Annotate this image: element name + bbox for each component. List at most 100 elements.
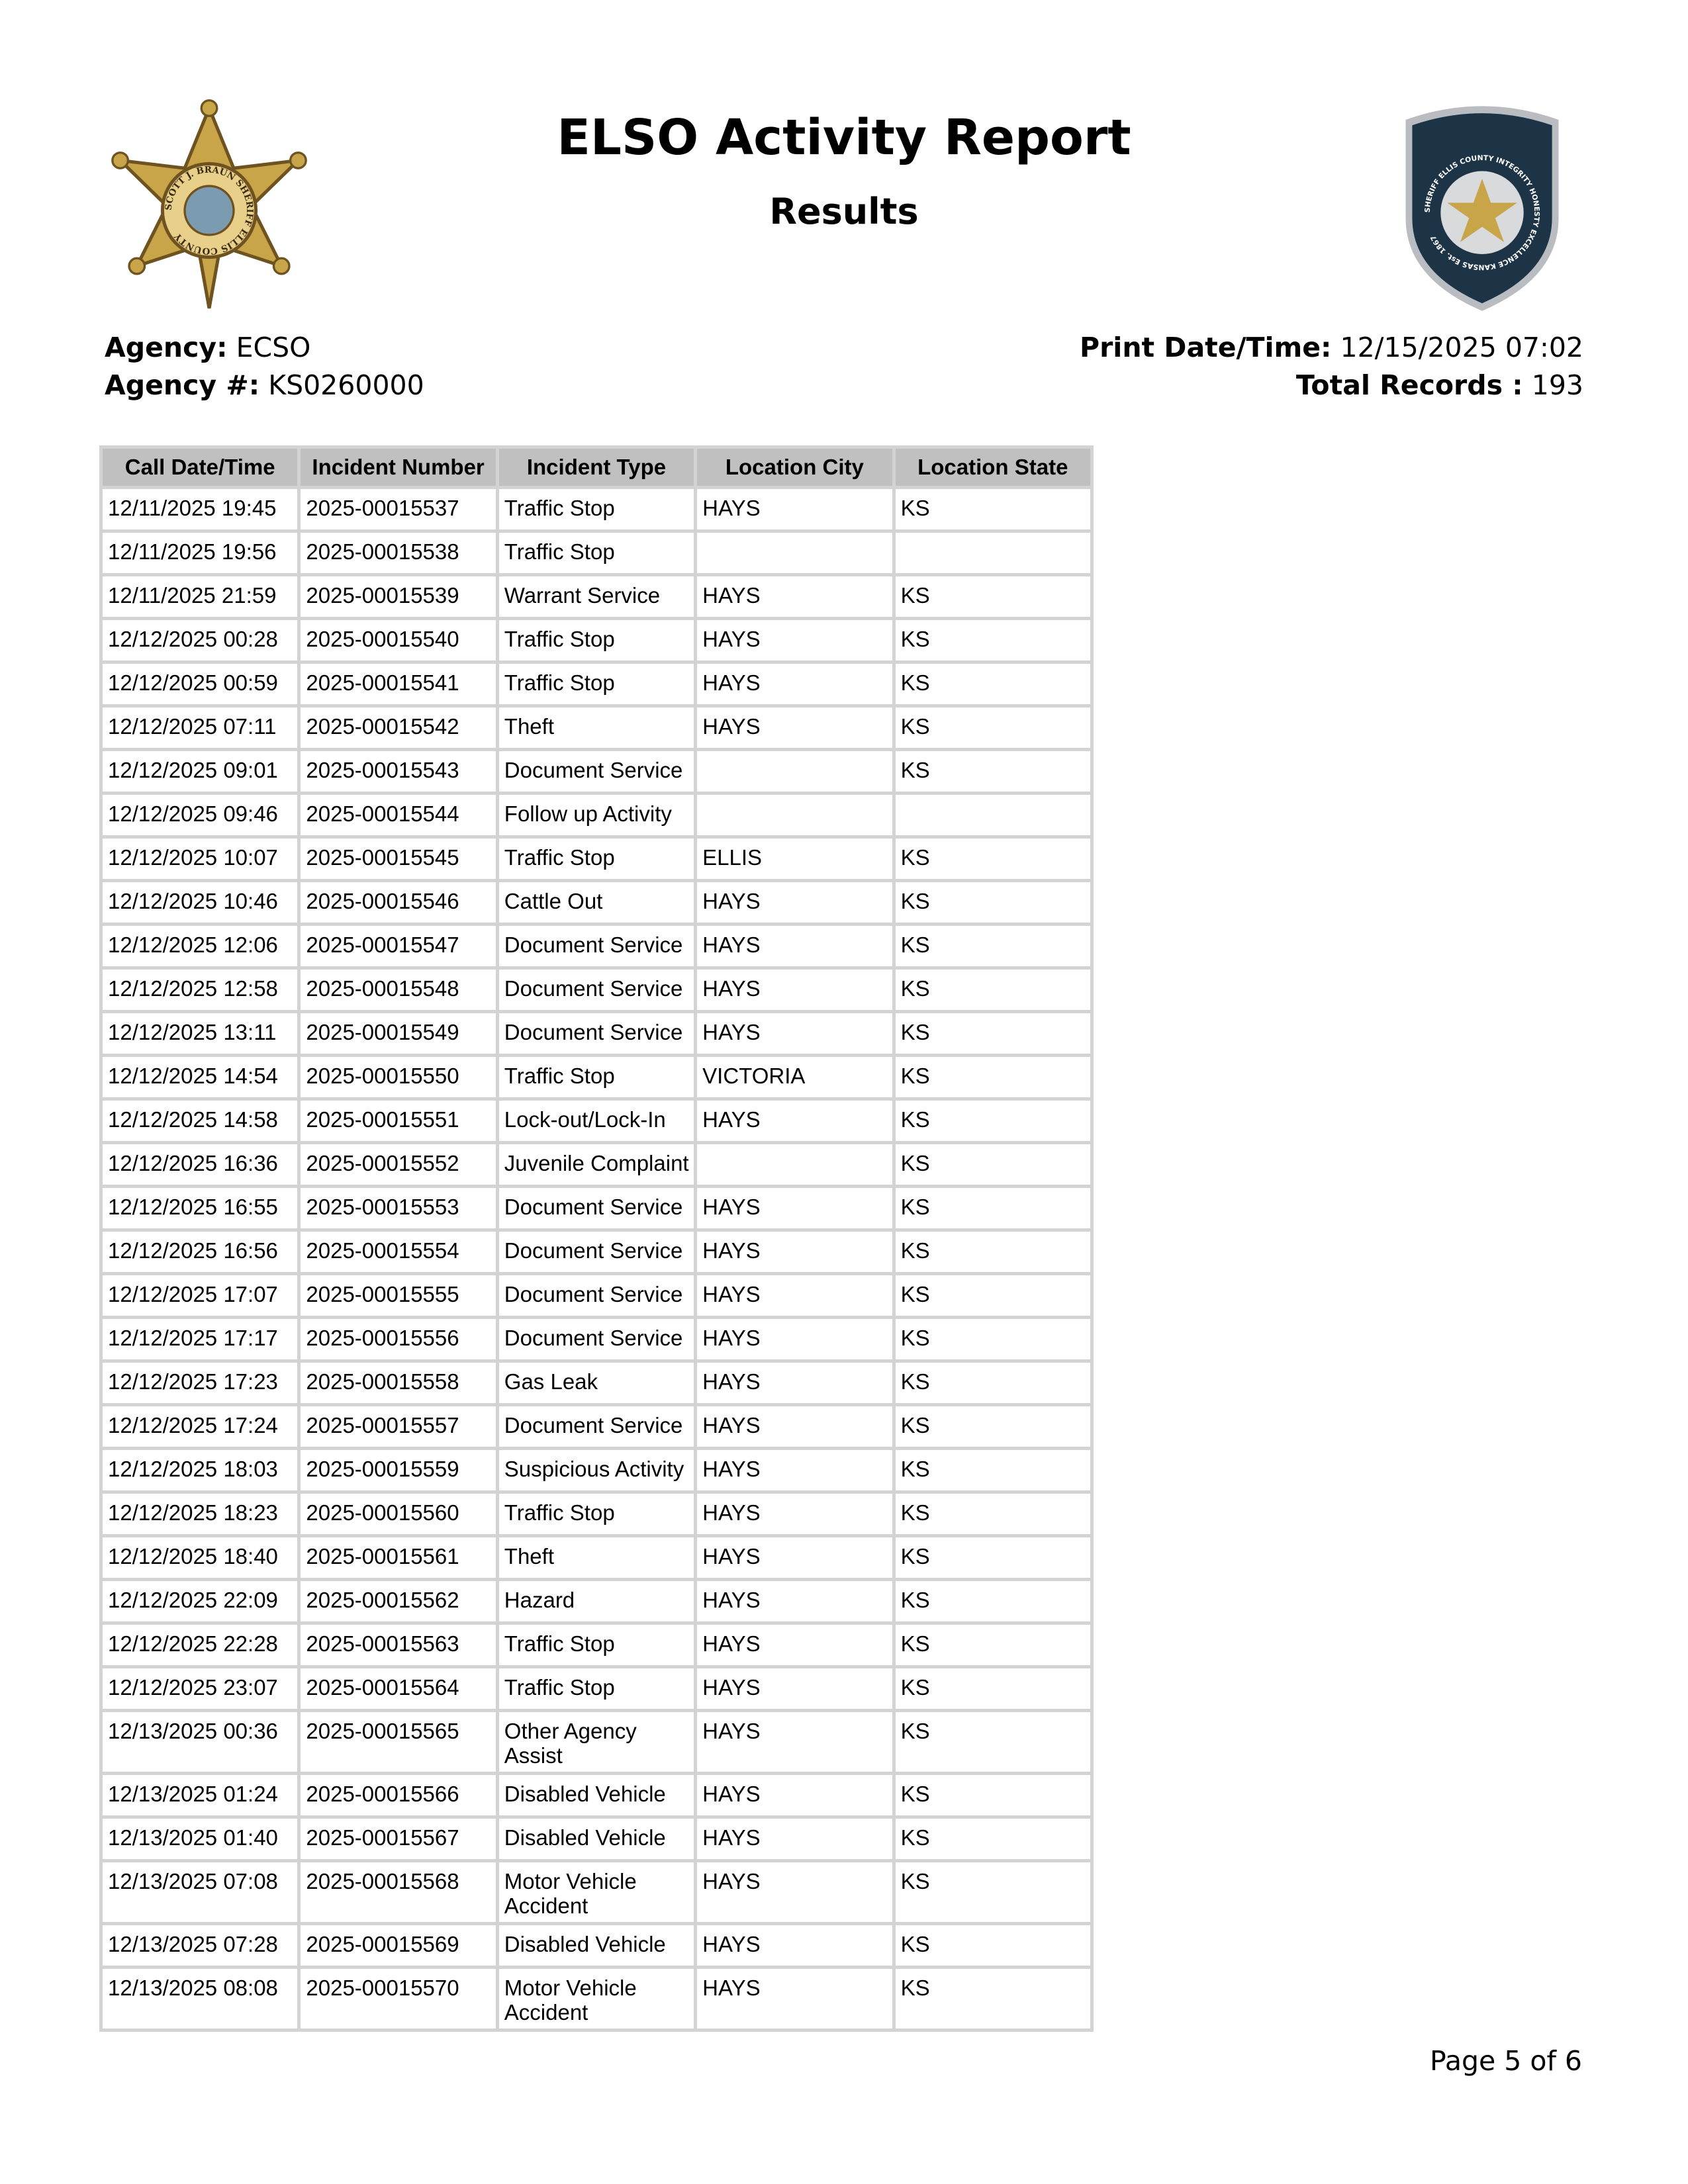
table-cell: Suspicious Activity xyxy=(498,1450,694,1490)
table-cell: 12/12/2025 14:58 xyxy=(103,1101,298,1141)
table-cell: Motor Vehicle Accident xyxy=(498,1969,694,2028)
table-cell: HAYS xyxy=(697,1188,892,1228)
table-row: 12/12/2025 23:07 2025-00015564 Traffic Sto… xyxy=(103,1668,1090,1709)
table-cell: 2025-00015567 xyxy=(301,1819,496,1859)
table-cell: KS xyxy=(895,1363,1090,1403)
table-cell: 12/12/2025 17:17 xyxy=(103,1319,298,1359)
table-row: 12/12/2025 09:01 2025-00015543 Document Se… xyxy=(103,751,1090,792)
table-cell: Traffic Stop xyxy=(498,1625,694,1665)
table-row: 12/12/2025 17:23 2025-00015558 Gas Leak HAY… xyxy=(103,1363,1090,1403)
table-cell: HAYS xyxy=(697,1712,892,1772)
table-cell: Traffic Stop xyxy=(498,1057,694,1097)
table-cell: HAYS xyxy=(697,1775,892,1815)
table-row: 12/12/2025 17:24 2025-00015557 Document Se… xyxy=(103,1406,1090,1447)
table-cell: 12/11/2025 21:59 xyxy=(103,576,298,617)
table-cell: HAYS xyxy=(697,1319,892,1359)
table-cell: 12/12/2025 18:40 xyxy=(103,1537,298,1578)
table-cell: KS xyxy=(895,1494,1090,1534)
table-cell: KS xyxy=(895,1275,1090,1316)
table-cell: HAYS xyxy=(697,620,892,660)
table-cell: Motor Vehicle Accident xyxy=(498,1862,694,1922)
table-cell: KS xyxy=(895,489,1090,529)
table-cell: Traffic Stop xyxy=(498,1494,694,1534)
table-cell: 12/12/2025 17:07 xyxy=(103,1275,298,1316)
table-cell: KS xyxy=(895,664,1090,704)
table-cell: HAYS xyxy=(697,1819,892,1859)
table-cell: HAYS xyxy=(697,1450,892,1490)
table-row: 12/12/2025 14:54 2025-00015550 Traffic Sto… xyxy=(103,1057,1090,1097)
table-cell: HAYS xyxy=(697,926,892,966)
table-cell: 2025-00015547 xyxy=(301,926,496,966)
table-cell: HAYS xyxy=(697,664,892,704)
table-cell: Lock-out/Lock-In xyxy=(498,1101,694,1141)
table-cell: KS xyxy=(895,1625,1090,1665)
table-cell: Disabled Vehicle xyxy=(498,1775,694,1815)
table-cell: HAYS xyxy=(697,1101,892,1141)
table-cell: 2025-00015538 xyxy=(301,533,496,573)
table-cell: KS xyxy=(895,926,1090,966)
table-cell: 2025-00015550 xyxy=(301,1057,496,1097)
table-cell: KS xyxy=(895,751,1090,792)
table-row: 12/12/2025 16:36 2025-00015552 Juvenile Co… xyxy=(103,1144,1090,1185)
table-row: 12/12/2025 13:11 2025-00015549 Document Se… xyxy=(103,1013,1090,1054)
table-cell: KS xyxy=(895,1819,1090,1859)
column-header: Incident Number xyxy=(301,449,496,486)
table-cell: HAYS xyxy=(697,1581,892,1621)
table-cell: Document Service xyxy=(498,1406,694,1447)
agency-value: ECSO xyxy=(236,332,311,363)
table-cell: 12/13/2025 07:28 xyxy=(103,1925,298,1966)
table-cell: 12/12/2025 18:03 xyxy=(103,1450,298,1490)
table-cell: KS xyxy=(895,970,1090,1010)
table-cell: KS xyxy=(895,1581,1090,1621)
table-cell: 2025-00015545 xyxy=(301,839,496,879)
sheriff-shield-patch-logo: SHERIFF ELLIS COUNTY INTEGRITY HONESTY E… xyxy=(1405,106,1559,311)
table-cell: Hazard xyxy=(498,1581,694,1621)
table-cell xyxy=(895,795,1090,835)
table-cell: 2025-00015566 xyxy=(301,1775,496,1815)
table-cell: 12/12/2025 22:09 xyxy=(103,1581,298,1621)
table-cell: KS xyxy=(895,882,1090,923)
table-cell: Traffic Stop xyxy=(498,489,694,529)
table-cell: Traffic Stop xyxy=(498,664,694,704)
table-cell: Document Service xyxy=(498,1275,694,1316)
table-cell: 2025-00015555 xyxy=(301,1275,496,1316)
table-cell: KS xyxy=(895,1712,1090,1772)
table-row: 12/12/2025 10:46 2025-00015546 Cattle Out H… xyxy=(103,882,1090,923)
table-cell: Disabled Vehicle xyxy=(498,1925,694,1966)
table-cell: KS xyxy=(895,839,1090,879)
table-cell: Other Agency Assist xyxy=(498,1712,694,1772)
table-row: 12/11/2025 19:45 2025-00015537 Traffic Sto… xyxy=(103,489,1090,529)
table-cell: HAYS xyxy=(697,1013,892,1054)
table-cell: HAYS xyxy=(697,1406,892,1447)
activity-table: Call Date/Time Incident Number Incident Ty… xyxy=(99,445,1094,2032)
table-cell: 2025-00015564 xyxy=(301,1668,496,1709)
table-row: 12/12/2025 16:55 2025-00015553 Document Se… xyxy=(103,1188,1090,1228)
table-cell: HAYS xyxy=(697,1363,892,1403)
agency-label: Agency: xyxy=(105,332,228,363)
sheriff-star-badge-logo: SCOTT J. BRAUN SHERIFF ELLIS COUNTY xyxy=(111,99,307,309)
table-cell: 12/12/2025 00:28 xyxy=(103,620,298,660)
table-cell: KS xyxy=(895,1537,1090,1578)
table-cell: Warrant Service xyxy=(498,576,694,617)
table-cell: 12/12/2025 09:46 xyxy=(103,795,298,835)
table-cell: HAYS xyxy=(697,576,892,617)
table-cell: 12/12/2025 22:28 xyxy=(103,1625,298,1665)
table-row: 12/12/2025 12:06 2025-00015547 Document Se… xyxy=(103,926,1090,966)
table-cell: HAYS xyxy=(697,707,892,748)
table-cell: Document Service xyxy=(498,1319,694,1359)
table-row: 12/12/2025 18:23 2025-00015560 Traffic Sto… xyxy=(103,1494,1090,1534)
table-cell: KS xyxy=(895,1450,1090,1490)
table-cell: Cattle Out xyxy=(498,882,694,923)
table-cell: 12/12/2025 07:11 xyxy=(103,707,298,748)
table-cell: 2025-00015549 xyxy=(301,1013,496,1054)
column-header: Call Date/Time xyxy=(103,449,298,486)
table-cell: KS xyxy=(895,1969,1090,2028)
agency-number-value: KS0260000 xyxy=(268,369,424,401)
table-cell: Document Service xyxy=(498,751,694,792)
table-cell: 2025-00015540 xyxy=(301,620,496,660)
table-cell: HAYS xyxy=(697,1862,892,1922)
print-info: Print Date/Time: 12/15/2025 07:02 Total … xyxy=(1080,329,1583,404)
table-header-row: Call Date/Time Incident Number Incident Ty… xyxy=(103,449,1090,486)
total-records-label: Total Records : xyxy=(1295,369,1523,401)
table-cell: HAYS xyxy=(697,1625,892,1665)
